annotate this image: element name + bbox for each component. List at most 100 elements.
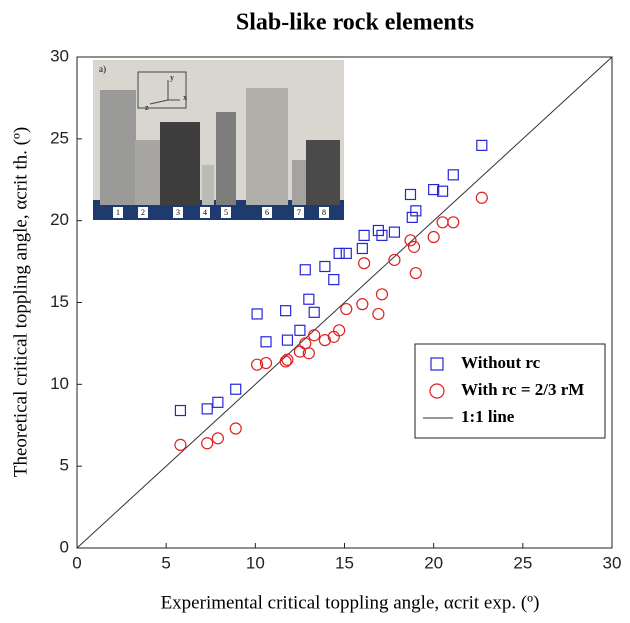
- rock: [160, 122, 200, 205]
- inset-number: 4: [203, 208, 207, 217]
- circle-marker: [318, 334, 331, 347]
- inset-axis-label: z: [145, 103, 149, 112]
- y-tick-label: 0: [60, 537, 69, 556]
- circle-marker: [229, 422, 242, 435]
- number-tag: [200, 207, 210, 218]
- y-axis-label: Theoretical critical toppling angle, αcr…: [10, 127, 31, 477]
- square-marker: [333, 247, 345, 259]
- square-marker: [280, 305, 292, 317]
- y-tick-label: 20: [50, 210, 69, 229]
- square-marker: [447, 169, 459, 181]
- number-tag: [294, 207, 304, 218]
- circle-marker: [333, 324, 346, 337]
- square-marker: [201, 403, 213, 415]
- square-marker: [294, 324, 306, 336]
- square-marker: [319, 260, 331, 273]
- inset-number: 3: [176, 208, 180, 217]
- legend-box: [414, 343, 606, 439]
- x-tick-label: 0: [72, 553, 81, 572]
- y-tick-label: 10: [50, 374, 69, 393]
- circle-marker: [409, 266, 422, 280]
- number-tag: [173, 207, 183, 218]
- inset-axis-label: x: [183, 93, 187, 102]
- circle-marker: [356, 298, 369, 311]
- circle-marker: [302, 347, 315, 360]
- circle-marker: [372, 307, 385, 321]
- inset-label: a): [99, 64, 106, 74]
- number-tag: [319, 207, 329, 218]
- x-tick-label: 25: [513, 553, 532, 572]
- circle-marker: [251, 358, 264, 371]
- x-tick-label: 5: [161, 553, 170, 572]
- circle-marker: [340, 302, 353, 316]
- inset-photo: [93, 60, 344, 220]
- circle-marker: [404, 234, 417, 247]
- legend-label: With rc = 2/3 rM: [461, 380, 584, 399]
- square-marker: [406, 211, 418, 223]
- rock: [216, 112, 236, 205]
- square-marker: [299, 264, 311, 276]
- inset-axis-label: y: [170, 73, 174, 82]
- square-marker: [376, 229, 388, 241]
- legend-label: 1:1 line: [461, 407, 515, 426]
- circle-marker: [436, 216, 449, 229]
- square-marker: [356, 242, 368, 255]
- circle-marker: [447, 216, 460, 229]
- square-marker: [328, 273, 340, 286]
- circle-marker: [281, 353, 294, 366]
- square-marker: [388, 226, 401, 238]
- x-axis-label: Experimental critical toppling angle, αc…: [161, 592, 540, 613]
- circle-marker: [358, 257, 371, 270]
- x-tick-label: 15: [335, 553, 354, 572]
- square-marker: [230, 383, 242, 395]
- rock: [292, 160, 308, 205]
- square-marker: [212, 396, 224, 408]
- inset-number: 2: [141, 208, 145, 217]
- y-tick-label: 25: [50, 128, 69, 147]
- number-tag: [221, 207, 231, 218]
- rock: [246, 88, 288, 205]
- circle-marker: [475, 191, 488, 204]
- circle-marker: [308, 329, 321, 342]
- square-marker: [436, 185, 449, 197]
- square-marker: [428, 183, 440, 196]
- square-marker: [260, 336, 272, 348]
- legend-marker: [430, 357, 444, 371]
- circle-marker: [407, 240, 421, 253]
- square-marker: [404, 188, 417, 201]
- square-marker: [358, 229, 370, 241]
- rock: [100, 90, 136, 205]
- rock: [135, 140, 160, 205]
- rock: [202, 165, 214, 205]
- circle-marker: [279, 355, 292, 368]
- square-marker: [476, 139, 488, 151]
- circle-marker: [201, 437, 214, 450]
- x-tick-label: 10: [246, 553, 265, 572]
- circle-marker: [375, 288, 389, 301]
- inset-number: 7: [297, 208, 301, 217]
- circle-marker: [388, 253, 401, 267]
- square-marker: [410, 205, 422, 217]
- legend-marker: [429, 383, 445, 399]
- square-marker: [174, 404, 187, 417]
- number-tag: [138, 207, 148, 218]
- square-marker: [308, 306, 320, 318]
- number-tag: [113, 207, 123, 218]
- inset-number: 5: [224, 208, 228, 217]
- y-tick-label: 15: [50, 292, 69, 311]
- y-tick-label: 5: [60, 456, 69, 475]
- chart-title: Slab-like rock elements: [236, 10, 474, 36]
- x-tick-label: 30: [603, 553, 622, 572]
- square-marker: [251, 308, 263, 320]
- circle-marker: [211, 432, 224, 445]
- square-marker: [340, 247, 352, 259]
- x-tick-label: 20: [424, 553, 443, 572]
- inset-number: 8: [322, 208, 326, 217]
- number-tag: [262, 207, 272, 218]
- square-marker: [303, 293, 315, 305]
- circle-marker: [259, 356, 273, 370]
- axes-icon: [137, 71, 187, 109]
- inset-number: 6: [265, 208, 269, 217]
- rock: [306, 140, 340, 205]
